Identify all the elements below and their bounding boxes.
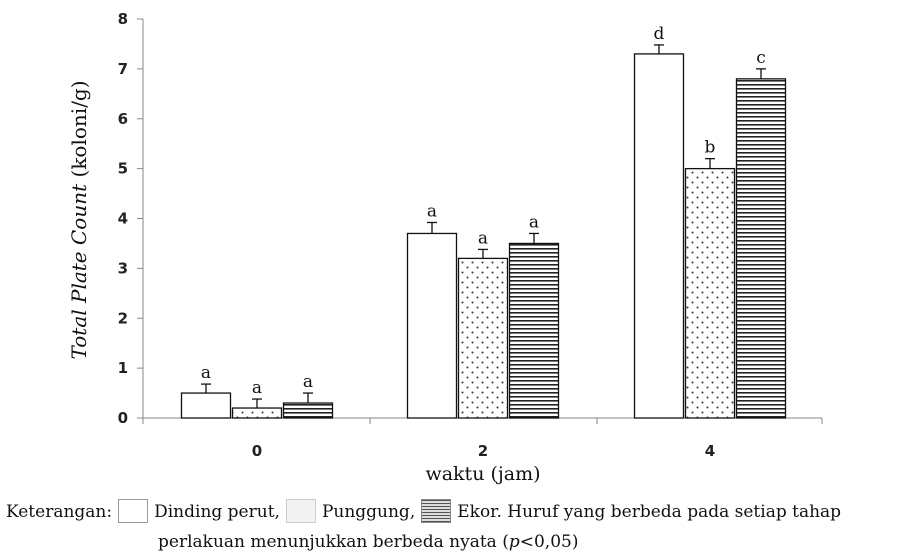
caption-note-2: perlakuan menunjukkan berbeda nyata (	[158, 532, 509, 552]
caption-note-1: Huruf yang berbeda pada setiap tahap	[507, 502, 842, 522]
legend-label-3: Ekor.	[457, 502, 502, 522]
bar	[735, 78, 787, 419]
bar-chart: 0 1 2 3 4 5 6 7 8 0 2 4 waktu (jam) Total Plate Coun…	[67, 10, 823, 485]
y-tick-label: 4	[118, 210, 128, 228]
y-tick-label: 5	[118, 160, 128, 178]
x-axis-title: waktu (jam)	[425, 463, 540, 485]
significance-letter: b	[705, 138, 716, 158]
bar	[231, 407, 283, 419]
bar	[633, 53, 685, 419]
bar	[282, 402, 334, 419]
x-tick-label: 4	[705, 442, 715, 460]
legend-swatch-stripes-icon	[421, 499, 452, 523]
y-tick-label: 7	[118, 60, 128, 78]
bar	[180, 392, 232, 419]
bar	[457, 257, 509, 419]
bar	[684, 167, 736, 419]
y-tick-label: 2	[118, 309, 128, 327]
legend-swatch-dots-icon	[285, 499, 316, 523]
y-axis-title-italic: Total Plate Count	[67, 183, 91, 360]
significance-letter: d	[654, 24, 665, 44]
p-symbol: p	[508, 532, 520, 552]
caption-line-2: perlakuan menunjukkan berbeda nyata (p<0…	[6, 527, 906, 557]
legend-label-2: Punggung,	[321, 502, 416, 522]
y-axis-title: Total Plate Count (koloni/g)	[67, 80, 91, 359]
significance-letter: a	[427, 201, 437, 221]
y-axis-title-unit: (koloni/g)	[67, 80, 91, 183]
labels: waktu (jam) Total Plate Count (koloni/g) a…	[67, 24, 766, 485]
significance-letter: a	[201, 363, 211, 383]
significance-letter: a	[252, 378, 262, 398]
y-tick-label: 8	[118, 10, 128, 28]
caption-prefix: Keterangan:	[6, 502, 113, 522]
bar	[406, 232, 458, 419]
bars	[180, 44, 787, 419]
legend-swatch-plain-icon	[118, 499, 149, 523]
significance-letter: a	[478, 228, 488, 248]
significance-letter: a	[303, 372, 313, 392]
y-tick-label: 0	[118, 409, 128, 427]
caption-note-2-end: <0,05)	[519, 532, 579, 552]
x-tick-label: 0	[252, 442, 262, 460]
legend-label-1: Dinding perut,	[154, 502, 280, 522]
y-tick-label: 6	[118, 110, 128, 128]
significance-letter: a	[529, 212, 539, 232]
caption-line-1: Keterangan: Dinding perut, Punggung, Ekor. …	[6, 497, 906, 527]
y-tick-label: 1	[118, 359, 128, 377]
significance-letter: c	[756, 48, 766, 68]
bar	[508, 242, 560, 419]
y-tick-label: 3	[118, 259, 128, 277]
x-tick-label: 2	[478, 442, 488, 460]
figure-caption: Keterangan: Dinding perut, Punggung, Ekor. …	[6, 497, 906, 557]
